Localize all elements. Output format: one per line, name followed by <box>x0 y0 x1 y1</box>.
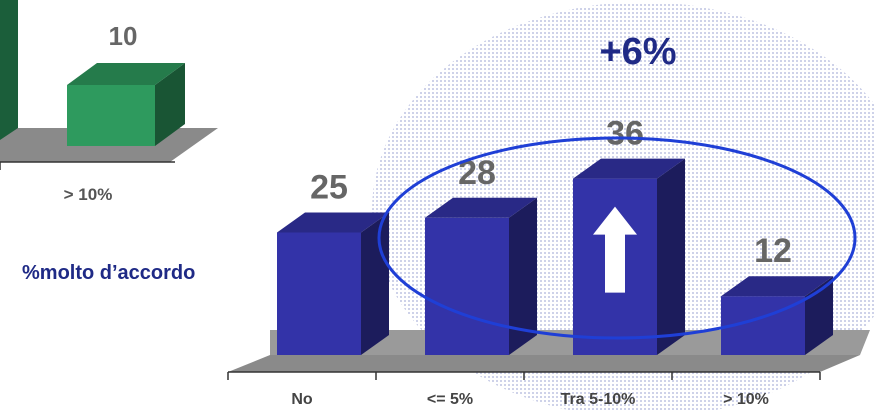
main-bar-2-side <box>657 158 685 355</box>
main-bar-0-side <box>361 212 389 355</box>
main-category-label-1: <= 5% <box>427 391 473 408</box>
main-category-label-3: > 10% <box>723 391 769 408</box>
left-bar-0-top <box>67 63 185 85</box>
main-chart-floor <box>228 355 860 372</box>
left-bar-0-front <box>67 85 155 146</box>
series-side-label: %molto d’accordo <box>22 262 196 284</box>
left-bar-0-side <box>155 63 185 146</box>
main-bar-value-label-3: 12 <box>754 232 792 270</box>
main-chart-floor-back <box>270 330 870 355</box>
main-category-label-2: Tra 5-10% <box>561 391 636 408</box>
main-bar-1-front <box>425 217 509 355</box>
main-bar-value-label-2: 36 <box>606 115 644 153</box>
left-bar-value-label-0: 10 <box>109 21 138 51</box>
main-bar-0-top <box>277 212 389 233</box>
left-category-label-0: > 10% <box>64 185 113 204</box>
left-dark-bar-edge <box>0 0 18 140</box>
delta-annotation: +6% <box>599 31 676 73</box>
main-bar-1-top <box>425 197 537 218</box>
main-bar-1-side <box>509 197 537 355</box>
main-bar-value-label-0: 25 <box>310 169 348 207</box>
highlight-ring <box>377 136 857 340</box>
main-bar-value-label-1: 28 <box>458 154 496 192</box>
left-bar-0 <box>67 63 185 146</box>
main-bar-0 <box>277 212 389 355</box>
left-partial-chart: 10 > 10% <box>0 0 218 204</box>
main-bar-3-top <box>721 276 833 297</box>
main-bar-1 <box>425 197 537 355</box>
main-bar-2 <box>573 158 685 355</box>
main-bar-3 <box>721 276 833 355</box>
main-chart: 25 No 28 <= 5% 36 Tra 5-10% 12 > 10% +6% <box>227 31 870 408</box>
main-bar-2-top <box>573 158 685 179</box>
main-bar-0-front <box>277 232 361 355</box>
up-arrow-icon <box>593 206 637 293</box>
main-category-label-0: No <box>291 391 313 408</box>
